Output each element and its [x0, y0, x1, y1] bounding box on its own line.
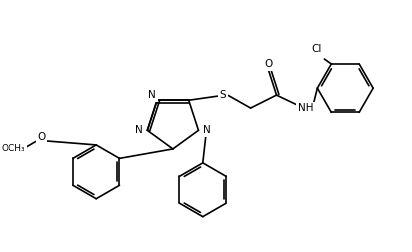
- Text: Cl: Cl: [311, 44, 321, 54]
- Text: N: N: [136, 125, 143, 135]
- Text: S: S: [220, 90, 226, 100]
- Text: N: N: [203, 125, 210, 135]
- Text: O: O: [37, 132, 45, 142]
- Text: N: N: [148, 90, 156, 100]
- Text: O: O: [265, 59, 273, 69]
- Text: NH: NH: [297, 103, 313, 113]
- Text: OCH₃: OCH₃: [2, 144, 25, 153]
